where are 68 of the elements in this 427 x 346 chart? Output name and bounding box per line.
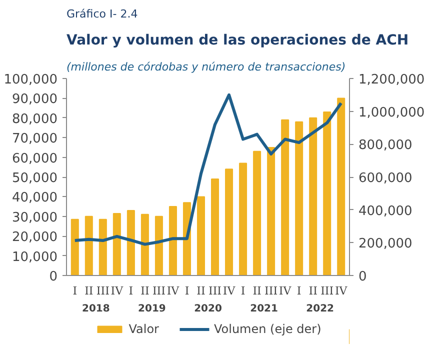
bar <box>154 216 163 276</box>
y2-tick-label: 800,000 <box>358 138 412 154</box>
x-tick-label: I <box>296 284 302 298</box>
y-tick-label: 20,000 <box>12 230 58 246</box>
y2-tick-label: 1,200,000 <box>358 72 425 88</box>
x-tick-label: IV <box>222 284 236 298</box>
x-tick-label: III <box>96 284 110 298</box>
x-tick-label: II <box>252 284 262 298</box>
bar <box>225 168 234 276</box>
y-tick-label: 40,000 <box>12 190 58 206</box>
bar <box>98 218 107 276</box>
legend-label: Volumen (eje der) <box>214 322 322 336</box>
bar <box>84 216 93 276</box>
y-tick-label: 90,000 <box>12 92 58 108</box>
text: 2018 <box>82 304 110 314</box>
x-tick-label: III <box>320 284 334 298</box>
bar <box>323 111 332 276</box>
legend-label: Valor <box>128 322 159 336</box>
y-axis-title: (millones de córdobas y número de transacciones) <box>66 60 346 74</box>
bar <box>196 196 205 276</box>
x-tick-label: III <box>264 284 278 298</box>
bar <box>140 214 149 276</box>
bar <box>211 178 220 276</box>
chart-subtitle: Valor y volumen de las operaciones de ACH <box>66 32 409 48</box>
text: 2020 <box>194 304 222 314</box>
y-tick-label: 30,000 <box>12 210 58 226</box>
x-tick-label: I <box>128 284 134 298</box>
bar <box>70 218 79 276</box>
x-tick-label: II <box>196 284 206 298</box>
bar <box>309 117 318 276</box>
bar <box>295 121 304 276</box>
text: 2021 <box>250 304 278 314</box>
y2-tick-label: 0 <box>358 270 367 284</box>
x-tick-label: III <box>152 284 166 298</box>
bar <box>126 210 135 276</box>
text: 2022 <box>306 304 334 314</box>
x-tick-label: I <box>184 284 190 298</box>
y2-tick-label: 400,000 <box>358 204 412 219</box>
x-tick-label: I <box>72 284 78 298</box>
y2-tick-label: 600,000 <box>358 171 412 186</box>
text: 2019 <box>138 304 166 314</box>
x-tick-label: II <box>84 284 94 298</box>
y-tick-label: 10,000 <box>12 250 58 265</box>
x-tick-label: II <box>140 284 150 298</box>
y-tick-label: 60,000 <box>12 151 58 166</box>
bar <box>281 119 290 276</box>
x-tick-label: I <box>240 284 246 298</box>
y-tick-label: 0 <box>49 270 58 284</box>
y2-tick-label: 1,000,000 <box>358 105 425 120</box>
bar <box>239 162 248 276</box>
x-tick-label: IV <box>110 284 124 298</box>
x-tick-label: IV <box>166 284 180 298</box>
bar <box>112 212 121 276</box>
y-tick-label: 50,000 <box>12 171 58 186</box>
y-tick-label: 70,000 <box>12 132 58 147</box>
y-tick-label: 80,000 <box>12 112 58 127</box>
bar <box>168 206 177 276</box>
line-series <box>73 93 343 246</box>
y-tick-label: 100,000 <box>4 72 58 88</box>
bar <box>337 98 346 276</box>
bar <box>253 150 262 276</box>
x-tick-label: IV <box>334 284 348 298</box>
bar <box>267 146 276 276</box>
chart-title: Gráfico I- 2.4 <box>66 8 138 20</box>
x-tick-label: II <box>308 284 318 298</box>
x-tick-label: IV <box>278 284 292 298</box>
y2-tick-label: 200,000 <box>358 236 412 252</box>
x-tick-label: III <box>208 284 222 298</box>
